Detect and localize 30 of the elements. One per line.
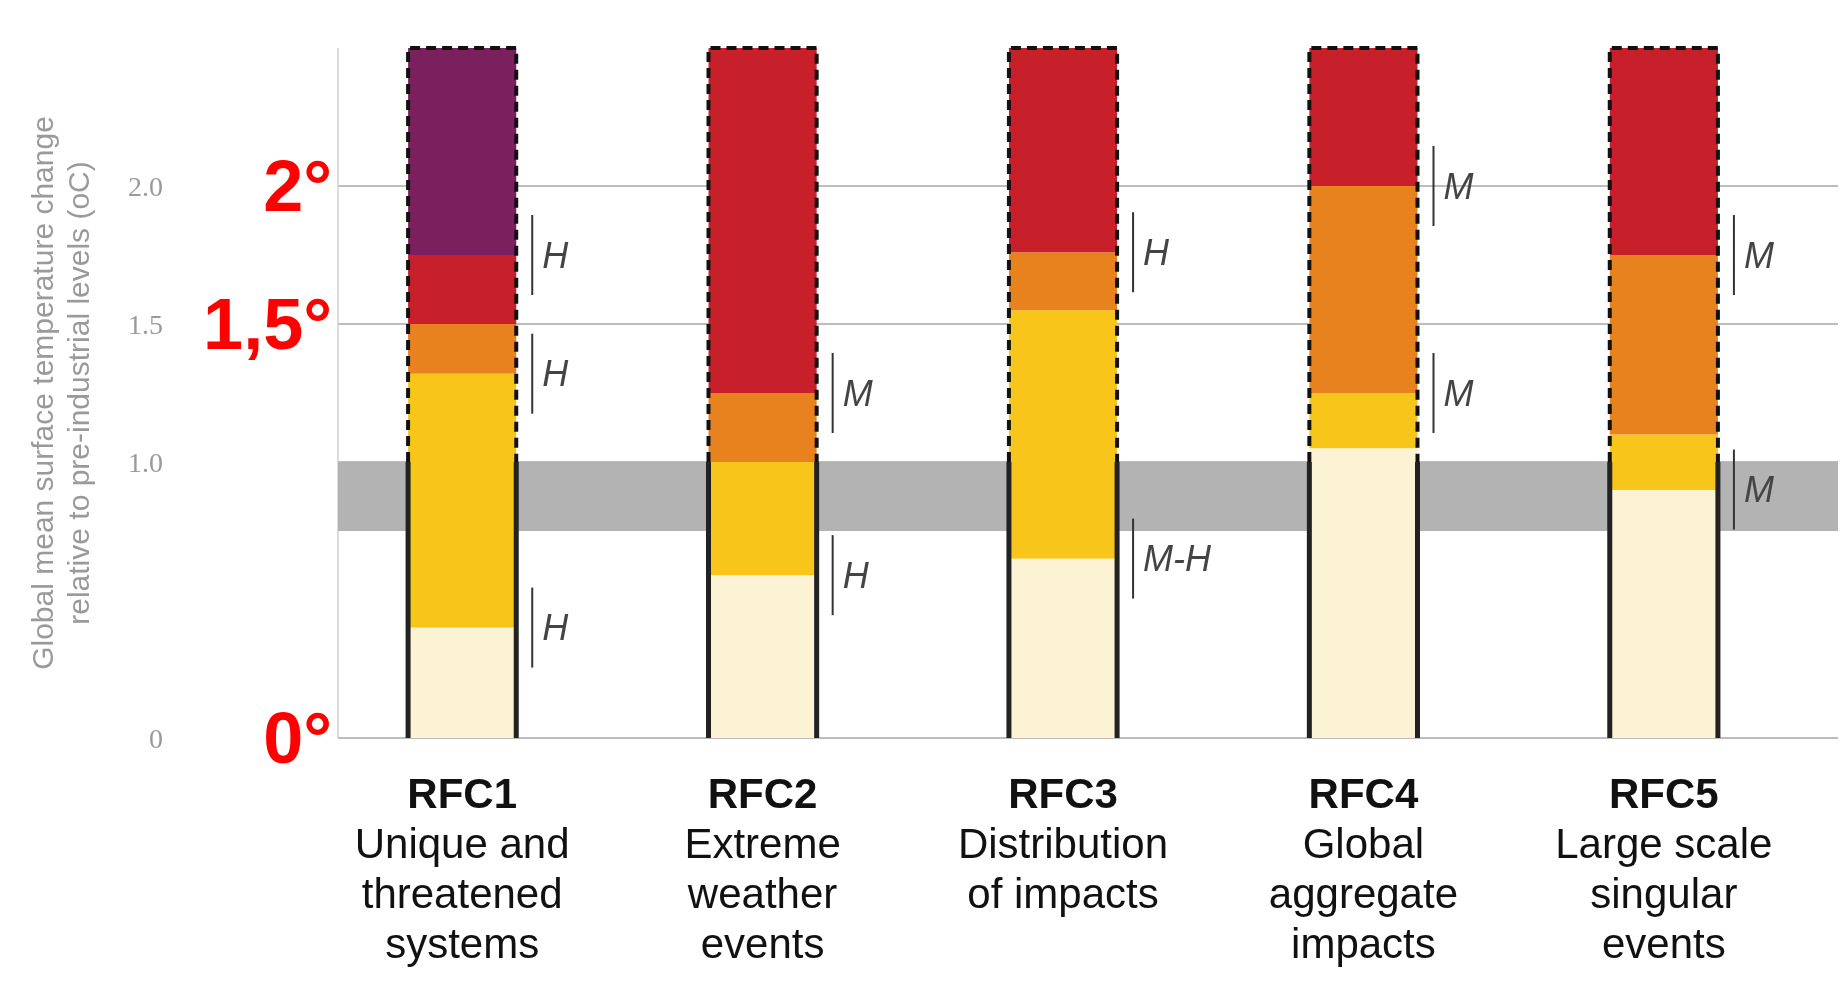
annotation: M	[842, 372, 873, 414]
bar	[408, 324, 517, 374]
annotation: H	[542, 234, 570, 276]
bar	[1309, 393, 1418, 449]
annotation: M	[1743, 234, 1774, 276]
bar	[1609, 434, 1718, 490]
y-tick-label: 1.5	[128, 308, 163, 340]
annotation: M-H	[1143, 538, 1213, 580]
y2-tick-label: 1,5°	[203, 284, 332, 365]
bar	[1008, 252, 1118, 311]
annotation: M	[1443, 372, 1474, 414]
x-tick-label: RFC1 Unique and threatened systems	[354, 770, 570, 967]
bar	[708, 393, 817, 462]
bar	[408, 255, 517, 324]
annotation: M	[1443, 165, 1474, 207]
annotation: M	[1743, 469, 1774, 511]
x-tick-label: RFC4 Global aggregate impacts	[1268, 770, 1459, 967]
y-tick-label: 1.0	[128, 446, 163, 478]
x-tick-label: RFC5 Large scale singular events	[1555, 770, 1773, 967]
annotation: H	[1143, 231, 1171, 273]
x-tick-label: RFC3 Distribution of impacts	[957, 770, 1169, 917]
annotation: H	[542, 607, 570, 649]
y2-tick-label: 0°	[263, 698, 332, 779]
y2-tick-label: 2°	[263, 146, 332, 227]
y-tick-label: 2.0	[128, 170, 163, 202]
annotation: H	[542, 353, 570, 395]
y-tick-label: 0	[149, 722, 163, 754]
x-tick-label: RFC2 Extreme weather events	[684, 770, 841, 967]
annotation: H	[842, 554, 870, 596]
y-axis-title: Global mean surface temperature change relative to pre-industrial levels (oC)	[26, 116, 95, 670]
